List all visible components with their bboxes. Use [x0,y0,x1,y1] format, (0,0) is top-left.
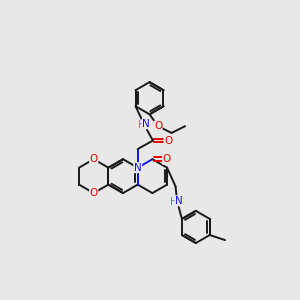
Text: N: N [175,196,183,206]
Text: H: H [138,120,145,130]
Text: O: O [164,136,172,146]
Text: O: O [90,154,98,164]
Text: N: N [142,119,150,129]
Text: O: O [163,154,171,164]
Text: O: O [154,121,162,131]
Text: H: H [170,197,177,207]
Text: N: N [134,163,142,173]
Text: O: O [90,188,98,198]
